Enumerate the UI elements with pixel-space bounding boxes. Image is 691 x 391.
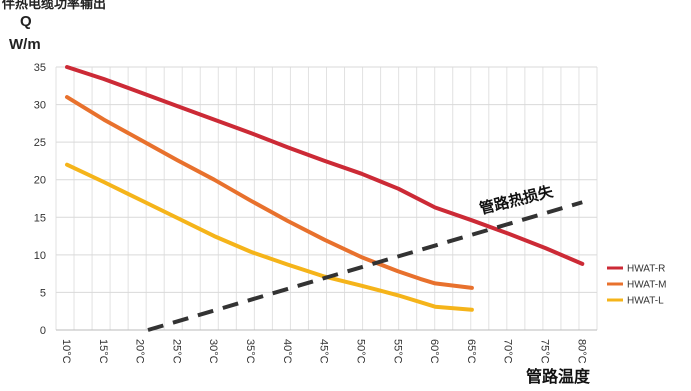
y-tick-label: 20 [34, 175, 46, 187]
x-tick-label: 55°C [391, 339, 403, 364]
x-tick-label: 65°C [465, 339, 477, 364]
legend-label: HWAT-R [627, 264, 665, 275]
x-tick-label: 50°C [354, 339, 366, 364]
x-tick-labels: 10°C 15°C 20°C 25°C 30°C 35°C 40°C 45°C 50°C 55°C… [60, 339, 587, 364]
x-tick-label: 40°C [281, 339, 293, 364]
x-axis-title: 管路温度 [526, 367, 591, 386]
x-tick-label: 20°C [134, 339, 146, 364]
y-tick-labels: 0 5 10 15 20 25 30 35 [34, 62, 46, 337]
y-axis-title-q: Q [20, 13, 32, 30]
series-line-hwat-r [65, 65, 585, 266]
legend-label: HWAT-M [627, 280, 666, 291]
y-tick-label: 5 [40, 287, 46, 299]
y-tick-label: 0 [40, 325, 46, 337]
x-tick-label: 70°C [502, 339, 514, 364]
x-tick-label: 35°C [244, 339, 256, 364]
x-tick-label: 15°C [97, 339, 109, 364]
y-tick-label: 35 [34, 62, 46, 74]
x-tick-label: 30°C [207, 339, 219, 364]
x-tick-label: 75°C [538, 339, 550, 364]
x-tick-label: 45°C [318, 339, 330, 364]
y-tick-label: 15 [34, 212, 46, 224]
x-tick-label: 80°C [575, 339, 587, 364]
x-tick-label: 10°C [60, 339, 72, 364]
chart-header-partial: 伴热电缆功率输出 [1, 0, 106, 11]
y-tick-label: 25 [34, 137, 46, 149]
y-axis-title-unit: W/m [9, 36, 41, 53]
series-line-hwat-m [65, 95, 474, 290]
x-tick-label: 25°C [170, 339, 182, 364]
series-line-hwat-l [65, 162, 474, 312]
series-lines [65, 65, 585, 332]
heat-loss-annotation: 管路热损失 [478, 182, 556, 218]
legend: HWAT-R HWAT-M HWAT-L [607, 264, 666, 307]
x-tick-label: 60°C [428, 339, 440, 364]
y-tick-label: 10 [34, 250, 46, 262]
y-tick-label: 30 [34, 100, 46, 112]
legend-label: HWAT-L [627, 296, 664, 307]
heat-loss-dashed-line [147, 200, 583, 332]
